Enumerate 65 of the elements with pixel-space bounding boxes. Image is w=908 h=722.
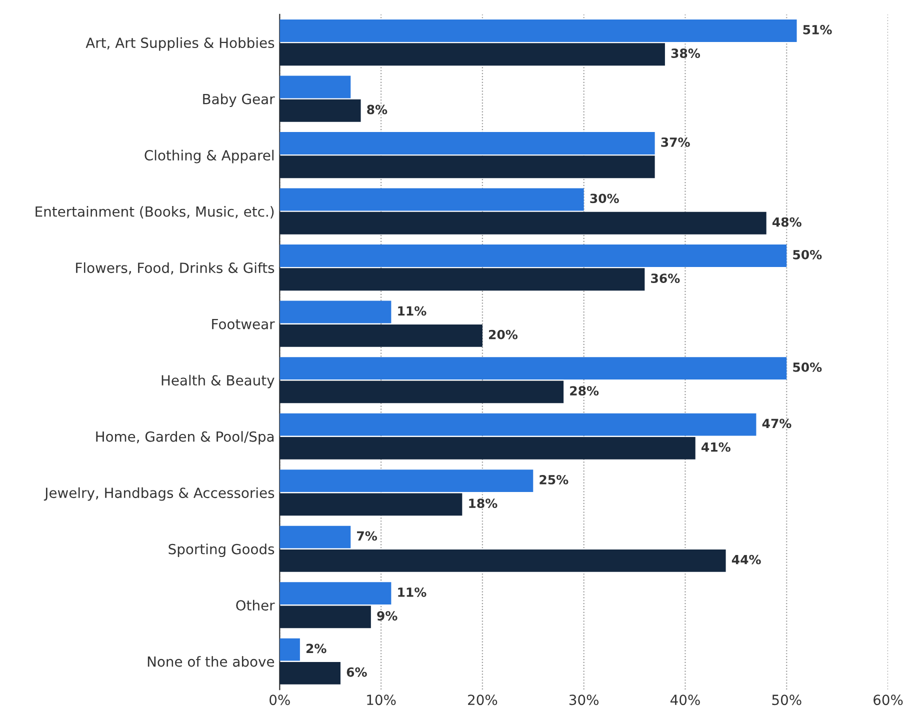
x-tick-label: 0% (270, 694, 290, 706)
y-tick-label: Home, Garden & Pool/Spa (96, 431, 274, 445)
data-label: 47% (762, 418, 792, 428)
bar (280, 526, 351, 548)
data-label: 18% (469, 498, 498, 508)
bar (280, 380, 564, 404)
y-tick-label: Flowers, Food, Drinks & Gifts (76, 262, 274, 274)
data-label: 11% (398, 306, 426, 316)
data-label: 48% (772, 217, 802, 227)
y-tick-label: None of the above (148, 656, 274, 667)
x-tick-label: 50% (772, 694, 802, 706)
data-label: 44% (732, 554, 761, 564)
bar (280, 132, 655, 154)
bar (280, 300, 392, 324)
y-tick-label: Clothing & Apparel (144, 150, 274, 164)
bar (280, 436, 696, 460)
bar (280, 99, 361, 122)
data-label: 50% (793, 250, 822, 260)
data-label: 25% (540, 474, 568, 484)
bar (280, 324, 482, 347)
bar (280, 43, 665, 66)
y-tick-label: Other (236, 600, 275, 611)
data-label: 50% (793, 362, 822, 372)
data-label: 30% (590, 194, 619, 204)
data-label: 51% (803, 24, 832, 34)
data-label: 20% (488, 330, 518, 340)
data-label: 41% (701, 442, 730, 452)
data-label: 2% (306, 644, 326, 654)
data-label: 38% (671, 48, 700, 58)
data-label: 7% (357, 531, 378, 541)
bar (280, 357, 787, 380)
x-tick-label: 60% (874, 694, 903, 706)
y-tick-label: Jewelry, Handbags & Accessories (44, 487, 274, 501)
bar (280, 244, 787, 267)
bar (280, 413, 756, 436)
data-label: 36% (651, 274, 680, 284)
bar (280, 582, 392, 605)
x-tick-label: 10% (367, 694, 396, 706)
bar (280, 549, 726, 572)
data-label: 6% (346, 667, 367, 677)
data-label: 28% (570, 386, 599, 396)
y-tick-label: Footwear (212, 319, 275, 330)
y-tick-label: Entertainment (Books, Music, etc.) (36, 206, 274, 218)
bar (280, 188, 584, 211)
y-tick-label: Art, Art Supplies & Hobbies (86, 37, 274, 51)
bar (280, 638, 300, 661)
x-tick-label: 40% (670, 694, 700, 706)
bar (280, 212, 766, 234)
x-tick-label: 20% (468, 694, 498, 706)
y-tick-label: Health & Beauty (162, 374, 274, 388)
bar (280, 268, 645, 291)
x-tick-label: 30% (569, 694, 599, 706)
bar (280, 76, 351, 98)
data-label: 11% (398, 587, 426, 597)
data-label: 37% (661, 137, 690, 147)
bar (280, 493, 462, 516)
data-label: 9% (377, 611, 398, 621)
y-tick-label: Sporting Goods (168, 544, 274, 558)
y-tick-label: Baby Gear (203, 94, 275, 107)
data-label: 8% (367, 104, 388, 114)
bar (280, 20, 797, 42)
bar (280, 606, 371, 628)
bar (280, 470, 534, 492)
bar (280, 156, 655, 178)
bar (280, 662, 340, 684)
